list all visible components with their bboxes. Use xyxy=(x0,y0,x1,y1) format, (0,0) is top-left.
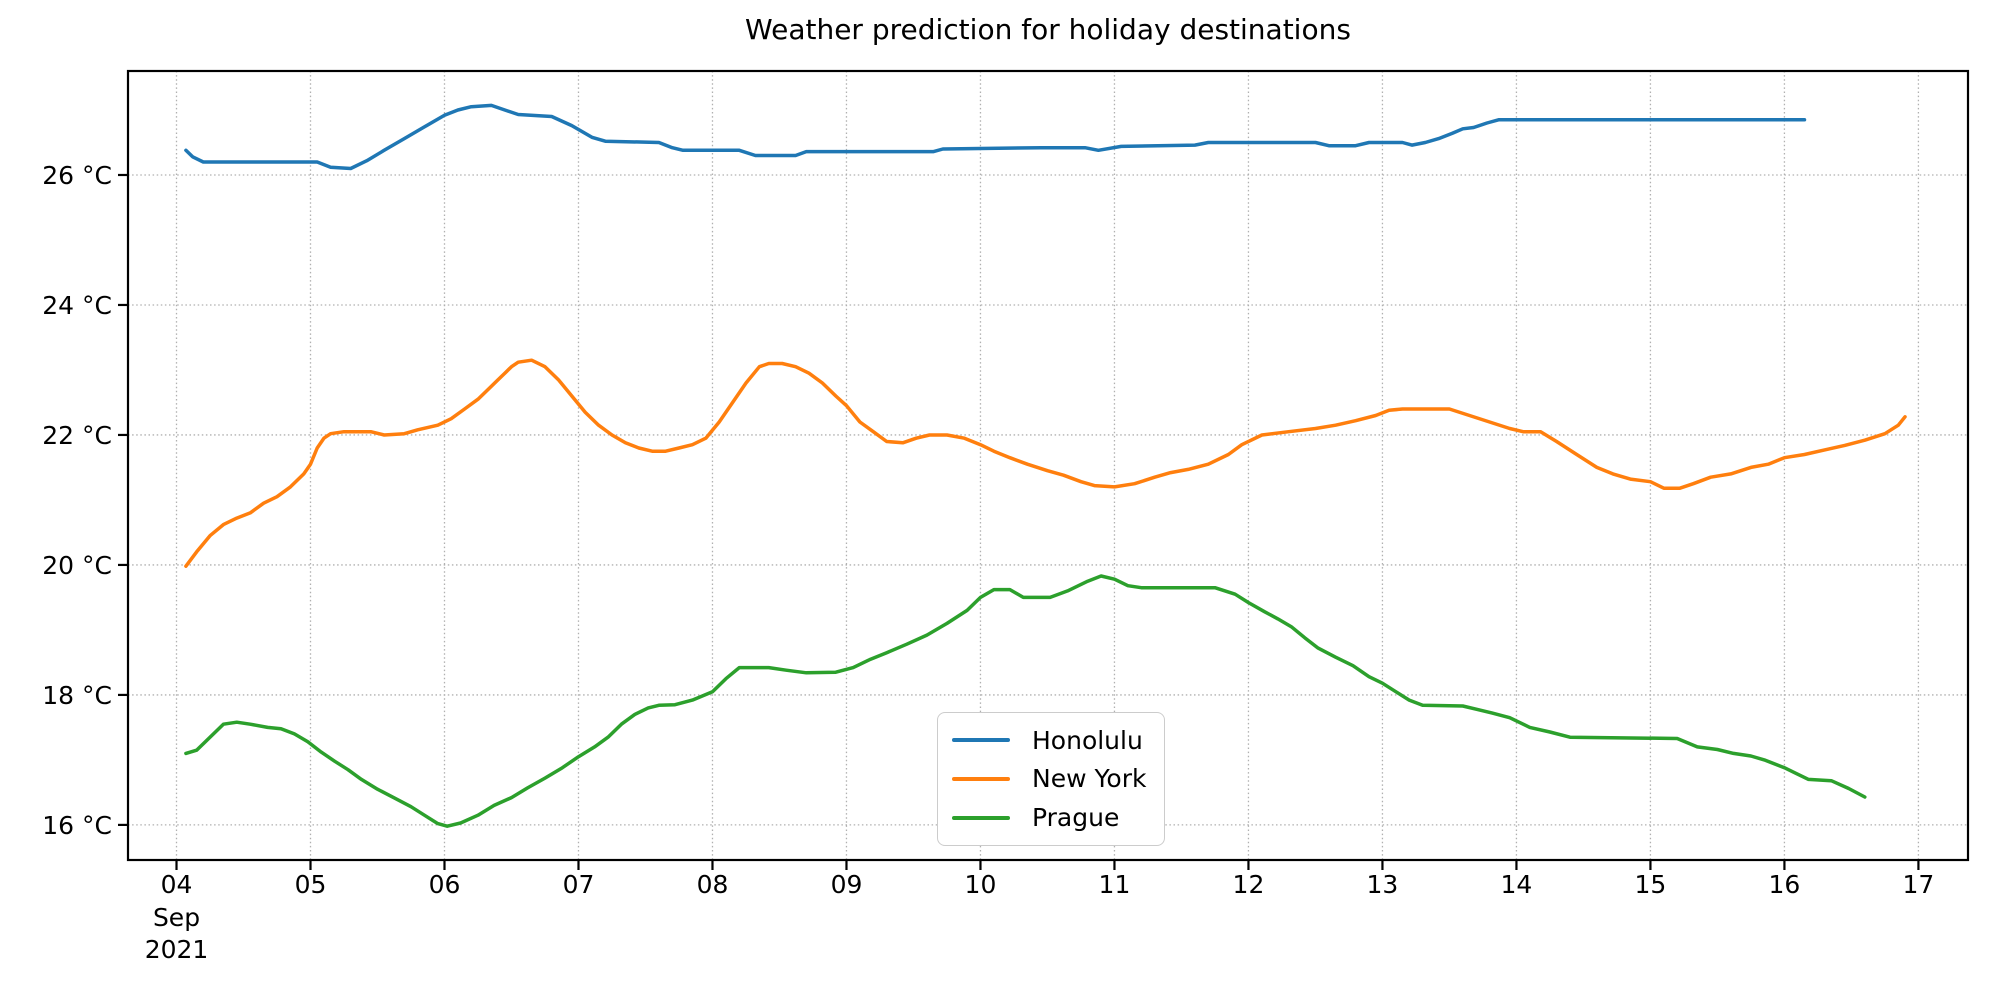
x-tick-label: 12 xyxy=(1233,870,1265,899)
legend-label: Honolulu xyxy=(1032,725,1143,755)
y-tick-label: 20 °C xyxy=(42,551,112,580)
chart-title: Weather prediction for holiday destinati… xyxy=(745,13,1351,46)
legend: Honolulu New York Prague xyxy=(937,712,1165,846)
series-line-prague xyxy=(184,574,1867,828)
x-tick-label: 13 xyxy=(1367,870,1399,899)
x-tick-label: 06 xyxy=(429,870,461,899)
legend-item-new-york: New York xyxy=(952,766,1150,791)
legend-line-swatch xyxy=(952,738,1010,743)
x-axis-offset-label: 2021 xyxy=(145,935,209,964)
legend-label: New York xyxy=(1032,764,1147,794)
x-tick-label: 16 xyxy=(1769,870,1801,899)
y-tick-label: 16 °C xyxy=(42,811,112,840)
legend-item-prague: Prague xyxy=(952,805,1150,830)
x-tick-label: 07 xyxy=(563,870,595,899)
x-tick-label: 15 xyxy=(1635,870,1667,899)
legend-label: Prague xyxy=(1032,803,1120,833)
x-tick-label: 14 xyxy=(1501,870,1533,899)
x-tick-label: 04 xyxy=(161,870,193,899)
series-line-new-york xyxy=(184,358,1907,568)
x-tick-label: 08 xyxy=(697,870,729,899)
series-line-honolulu xyxy=(184,103,1807,171)
x-tick-label: 17 xyxy=(1903,870,1935,899)
y-tick-label: 22 °C xyxy=(42,421,112,450)
x-tick-label: 11 xyxy=(1099,870,1131,899)
legend-line-swatch xyxy=(952,815,1010,820)
y-tick-label: 26 °C xyxy=(42,161,112,190)
x-tick-label: 09 xyxy=(831,870,863,899)
legend-line-swatch xyxy=(952,776,1010,781)
plot-frame xyxy=(126,69,1970,862)
legend-item-honolulu: Honolulu xyxy=(952,728,1150,753)
x-tick-label: 05 xyxy=(295,870,327,899)
x-axis-offset-label: Sep xyxy=(153,903,200,932)
y-tick-label: 18 °C xyxy=(42,681,112,710)
y-tick-label: 24 °C xyxy=(42,291,112,320)
x-tick-label: 10 xyxy=(965,870,997,899)
